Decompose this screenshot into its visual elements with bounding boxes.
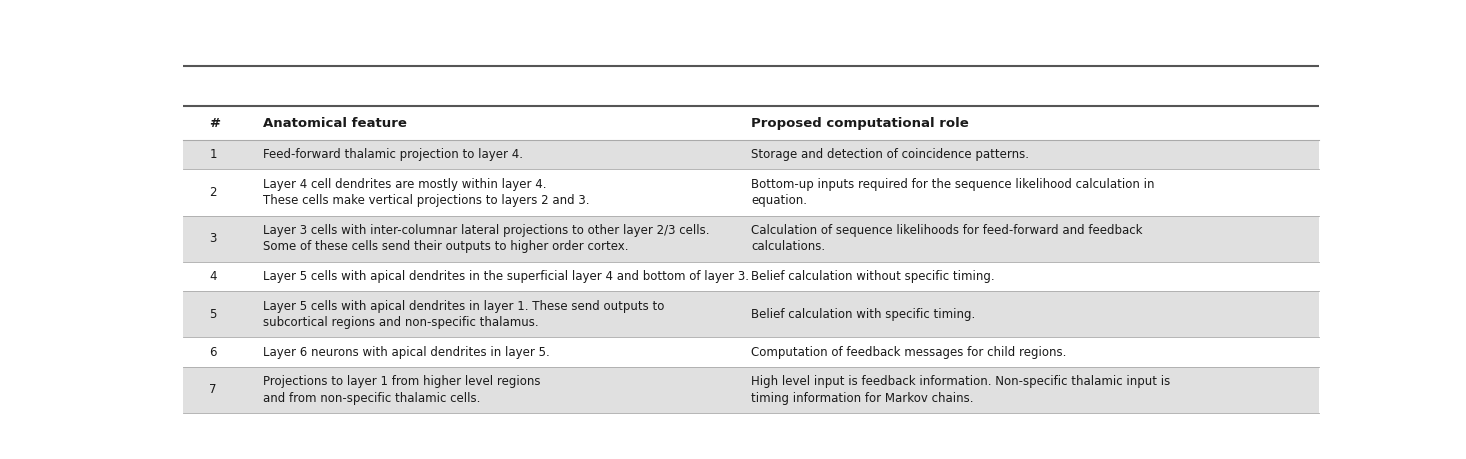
Text: Layer 5 cells with apical dendrites in layer 1. These send outputs to
subcortica: Layer 5 cells with apical dendrites in l…	[262, 300, 664, 329]
Text: Layer 6 neurons with apical dendrites in layer 5.: Layer 6 neurons with apical dendrites in…	[262, 346, 550, 358]
Bar	[183, 106, 1319, 140]
Bar	[183, 169, 1319, 216]
Text: Belief calculation with specific timing.: Belief calculation with specific timing.	[752, 308, 975, 321]
Text: Projections to layer 1 from higher level regions
and from non-specific thalamic : Projections to layer 1 from higher level…	[262, 375, 541, 405]
Bar	[183, 262, 1319, 291]
Text: Computation of feedback messages for child regions.: Computation of feedback messages for chi…	[752, 346, 1067, 358]
Text: #: #	[210, 117, 220, 129]
Text: 1: 1	[210, 148, 217, 161]
Text: Layer 3 cells with inter-columnar lateral projections to other layer 2/3 cells.
: Layer 3 cells with inter-columnar latera…	[262, 224, 710, 253]
Text: 3: 3	[210, 232, 217, 245]
Text: Proposed computational role: Proposed computational role	[752, 117, 969, 129]
Text: 4: 4	[210, 270, 217, 283]
Text: Storage and detection of coincidence patterns.: Storage and detection of coincidence pat…	[752, 148, 1029, 161]
Text: 2: 2	[210, 186, 217, 199]
Text: 5: 5	[210, 308, 217, 321]
Bar	[183, 291, 1319, 337]
Text: High level input is feedback information. Non-specific thalamic input is
timing : High level input is feedback information…	[752, 375, 1170, 405]
Bar	[183, 337, 1319, 367]
Text: Layer 4 cell dendrites are mostly within layer 4.
These cells make vertical proj: Layer 4 cell dendrites are mostly within…	[262, 178, 589, 207]
Bar	[183, 367, 1319, 413]
Text: 7: 7	[210, 383, 217, 397]
Bar	[183, 140, 1319, 169]
Text: Layer 5 cells with apical dendrites in the superficial layer 4 and bottom of lay: Layer 5 cells with apical dendrites in t…	[262, 270, 749, 283]
Text: Calculation of sequence likelihoods for feed-forward and feedback
calculations.: Calculation of sequence likelihoods for …	[752, 224, 1143, 253]
Bar	[183, 216, 1319, 262]
Text: Belief calculation without specific timing.: Belief calculation without specific timi…	[752, 270, 995, 283]
Text: 6: 6	[210, 346, 217, 358]
Text: Anatomical feature: Anatomical feature	[262, 117, 406, 129]
Text: Feed-forward thalamic projection to layer 4.: Feed-forward thalamic projection to laye…	[262, 148, 523, 161]
Text: Bottom-up inputs required for the sequence likelihood calculation in
equation.: Bottom-up inputs required for the sequen…	[752, 178, 1155, 207]
